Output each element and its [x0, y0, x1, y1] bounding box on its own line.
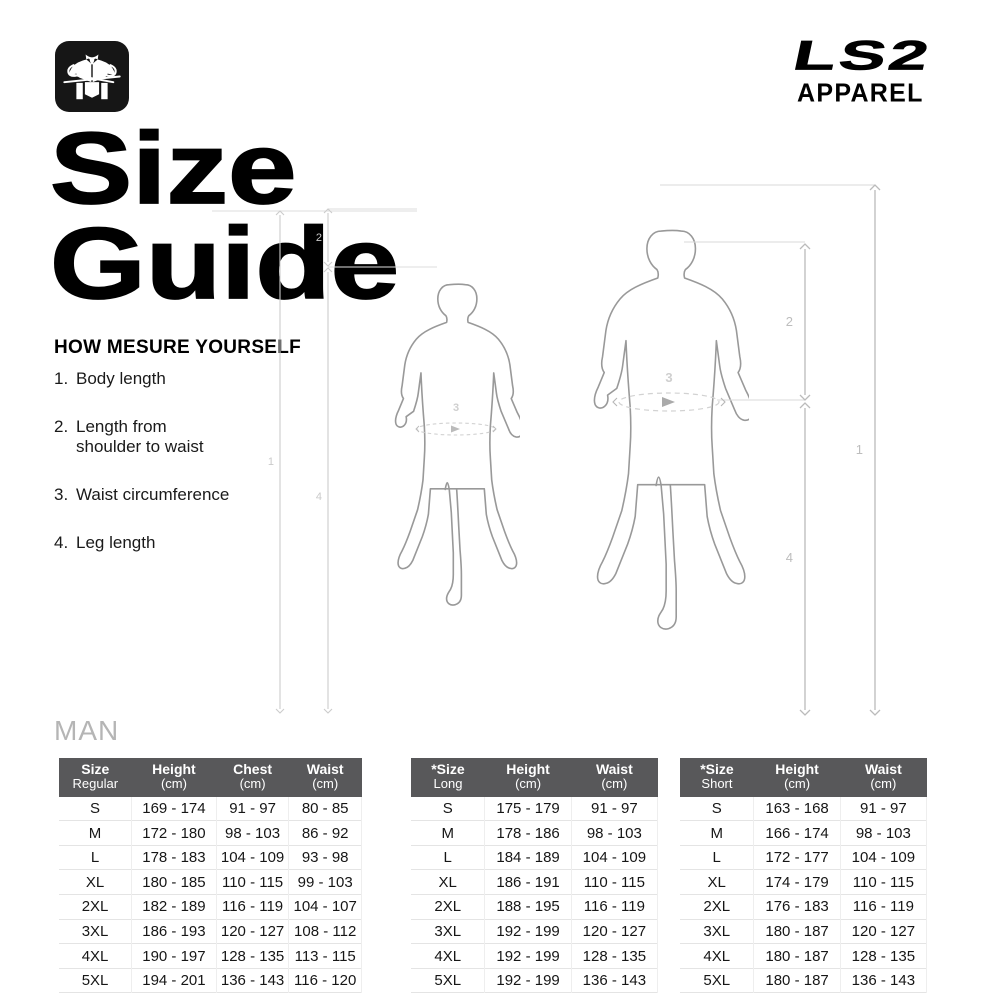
- svg-text:3: 3: [453, 402, 459, 414]
- svg-text:1: 1: [268, 456, 274, 468]
- svg-text:1: 1: [856, 442, 863, 457]
- svg-text:2: 2: [786, 314, 793, 329]
- svg-text:2: 2: [316, 232, 322, 244]
- svg-text:4: 4: [316, 491, 322, 503]
- svg-text:4: 4: [786, 550, 793, 565]
- svg-text:3: 3: [665, 370, 672, 385]
